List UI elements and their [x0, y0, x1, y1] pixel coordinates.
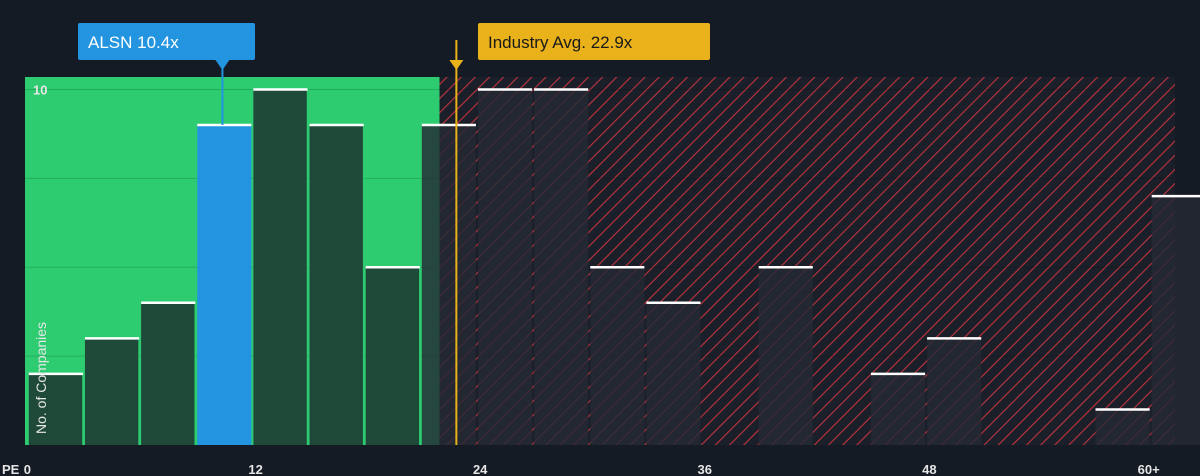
- histogram-bar: [253, 89, 308, 445]
- histogram-bar: [646, 302, 701, 445]
- histogram-bar: [1151, 196, 1200, 445]
- x-tick-label: 60+: [1138, 462, 1160, 476]
- x-tick-label: 48: [922, 462, 936, 476]
- subject-callout-box: [78, 23, 255, 60]
- histogram-bar: [197, 125, 252, 445]
- histogram-bar: [141, 302, 196, 445]
- histogram-bar: [477, 89, 533, 445]
- x-tick-label: 24: [473, 462, 488, 476]
- industry-callout-pointer: [449, 60, 464, 70]
- histogram-bar: [28, 373, 83, 445]
- industry-callout-box: [478, 23, 710, 60]
- x-tick-label: 0: [24, 462, 31, 476]
- y-axis-title: No. of Companies: [33, 322, 49, 434]
- x-tick-label: 12: [248, 462, 262, 476]
- histogram-bar: [534, 89, 589, 445]
- subject-callout-label: ALSN 10.4x: [88, 33, 179, 52]
- x-axis-title: PE: [2, 462, 20, 476]
- histogram-bar: [84, 338, 140, 445]
- histogram-bar: [365, 267, 420, 445]
- histogram-bar: [590, 267, 645, 445]
- histogram-bar: [758, 267, 813, 445]
- y-tick-label: 10: [33, 82, 47, 97]
- histogram-bar: [309, 125, 364, 445]
- histogram-bar: [1095, 409, 1150, 445]
- x-tick-label: 36: [698, 462, 712, 476]
- histogram-bar: [927, 338, 982, 445]
- subject-callout-pointer: [215, 60, 230, 70]
- histogram-bar: [421, 125, 476, 445]
- industry-callout-label: Industry Avg. 22.9x: [488, 33, 633, 52]
- histogram-bar: [870, 373, 926, 445]
